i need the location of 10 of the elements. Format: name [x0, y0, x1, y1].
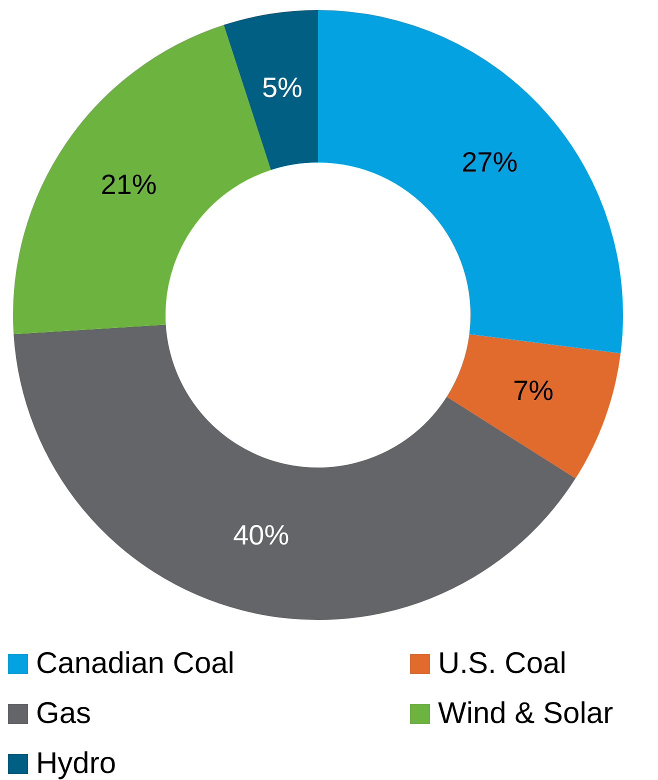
- legend-label: U.S. Coal: [438, 647, 566, 681]
- data-label: 7%: [512, 375, 554, 406]
- data-label: 40%: [233, 519, 290, 550]
- data-label: 27%: [462, 146, 518, 178]
- data-label: 21%: [100, 169, 157, 200]
- legend-label: Hydro: [36, 747, 116, 780]
- legend-label: Wind & Solar: [438, 697, 614, 731]
- legend-label: Gas: [36, 697, 92, 731]
- data-label: 5%: [262, 72, 302, 103]
- legend-label: Canadian Coal: [36, 647, 234, 681]
